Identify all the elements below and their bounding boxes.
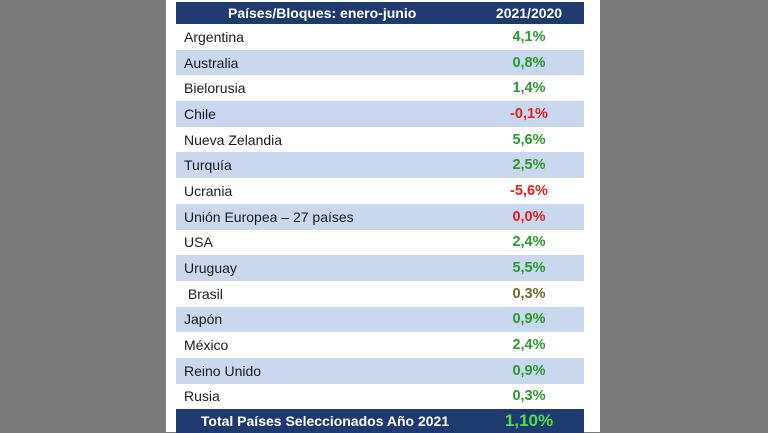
- growth-value: 0,3%: [512, 285, 546, 302]
- growth-value: -5,6%: [510, 182, 548, 199]
- country-name: Turquía: [176, 152, 474, 179]
- country-name: Nueva Zelandia: [184, 131, 283, 148]
- table-row: Bielorusia 1,4%: [176, 75, 584, 101]
- table-row: México 2,4%: [176, 332, 584, 358]
- growth-value: 5,6%: [512, 131, 546, 148]
- total-label: Total Países Seleccionados Año 2021: [176, 409, 474, 433]
- growth-value: 2,5%: [474, 152, 584, 179]
- growth-value: 0,9%: [474, 357, 584, 384]
- country-name: Japón: [176, 306, 474, 333]
- total-value: 1,10%: [474, 409, 584, 433]
- growth-value: -0,1%: [474, 101, 584, 127]
- table-row: Uruguay 5,5%: [176, 255, 584, 281]
- table-row: Brasil 0,3%: [176, 281, 584, 307]
- table-row: Rusia 0,3%: [176, 384, 584, 410]
- country-name: Brasil: [184, 285, 223, 302]
- total-row: Total Países Seleccionados Año 2021 1,10…: [176, 409, 584, 433]
- growth-value: 0,0%: [474, 203, 584, 230]
- growth-value: 5,5%: [474, 255, 584, 281]
- header-period: 2021/2020: [474, 2, 584, 24]
- growth-value: 2,4%: [512, 337, 546, 354]
- country-name: México: [184, 337, 229, 354]
- table-row: USA 2,4%: [176, 230, 584, 256]
- table-row: Australia 0,8%: [176, 49, 584, 76]
- country-name: Argentina: [184, 28, 244, 45]
- country-name: USA: [184, 234, 213, 251]
- country-name: Bielorusia: [184, 80, 246, 97]
- table-row: Unión Europea – 27 países 0,0%: [176, 203, 584, 230]
- table-row: Turquía 2,5%: [176, 152, 584, 179]
- table-row: Nueva Zelandia 5,6%: [176, 127, 584, 153]
- table-row: Ucrania -5,6%: [176, 178, 584, 204]
- growth-value: 4,1%: [512, 28, 546, 45]
- growth-value: 0,9%: [474, 306, 584, 333]
- growth-value: 0,3%: [512, 388, 546, 405]
- country-name: Ucrania: [184, 182, 233, 199]
- growth-value: 2,4%: [512, 234, 546, 251]
- country-name: Chile: [176, 101, 474, 127]
- table-header-row: Países/Bloques: enero-junio 2021/2020: [176, 2, 584, 24]
- growth-value: 1,4%: [512, 80, 546, 97]
- header-countries: Países/Bloques: enero-junio: [176, 2, 474, 24]
- table-body: Argentina 4,1% Australia 0,8% Bielorusia 1,4%…: [176, 24, 584, 409]
- table-row: Argentina 4,1%: [176, 24, 584, 50]
- country-name: Rusia: [184, 388, 220, 405]
- country-name: Unión Europea – 27 países: [176, 203, 474, 230]
- country-name: Uruguay: [176, 255, 474, 281]
- country-name: Australia: [176, 49, 474, 76]
- table-row: Chile -0,1%: [176, 101, 584, 127]
- growth-value: 0,8%: [474, 49, 584, 76]
- table-row: Reino Unido 0,9%: [176, 357, 584, 384]
- table-row: Japón 0,9%: [176, 306, 584, 333]
- country-name: Reino Unido: [176, 357, 474, 384]
- data-table: Países/Bloques: enero-junio 2021/2020 Ar…: [176, 2, 584, 433]
